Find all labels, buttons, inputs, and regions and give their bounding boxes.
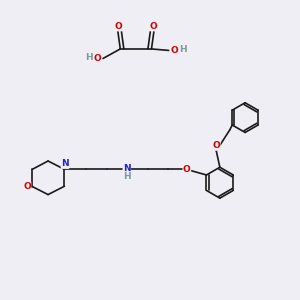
Text: H: H xyxy=(85,53,93,62)
Text: O: O xyxy=(212,141,220,150)
Text: O: O xyxy=(170,46,178,55)
Text: O: O xyxy=(150,22,158,31)
Text: O: O xyxy=(94,54,102,63)
Text: H: H xyxy=(179,45,187,54)
Text: N: N xyxy=(123,164,130,173)
Text: O: O xyxy=(114,22,122,31)
Text: H: H xyxy=(123,172,130,181)
Text: N: N xyxy=(61,160,69,169)
Text: O: O xyxy=(23,182,31,191)
Text: O: O xyxy=(183,165,191,174)
